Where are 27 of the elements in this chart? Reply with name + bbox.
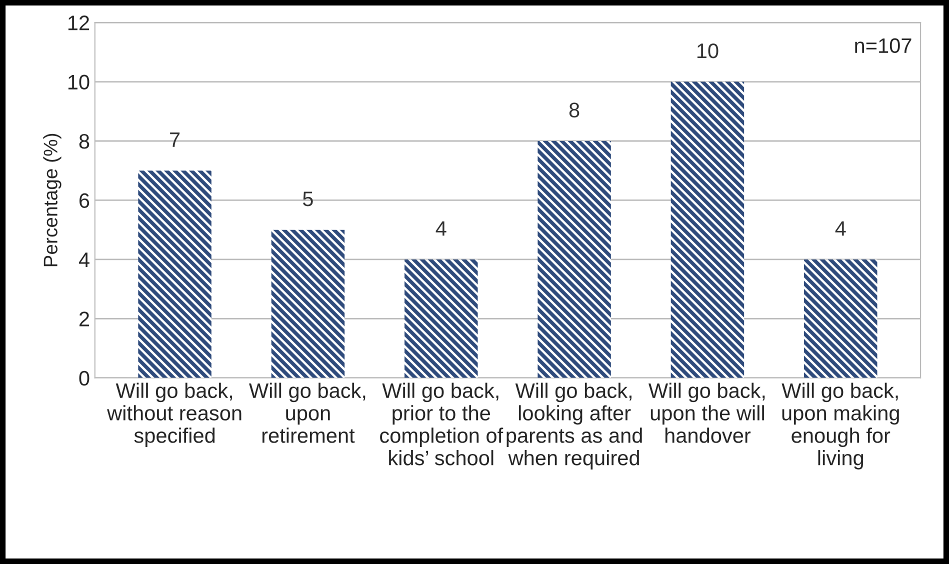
- y-tick-label: 4: [78, 252, 90, 267]
- bar: [138, 170, 212, 378]
- bar: [670, 82, 744, 378]
- bar: [804, 259, 878, 378]
- data-label: 5: [303, 192, 313, 206]
- y-tick-label: 10: [68, 74, 90, 90]
- x-tick-label: Will go back, upon retirement: [249, 382, 366, 443]
- x-tick-label: Will go back, prior to the completion of kids’ school: [380, 382, 504, 466]
- x-tick-label: Will go back, looking after parents as and when required: [506, 382, 642, 470]
- bar: [538, 141, 611, 378]
- y-axis-title: Percentage (%): [43, 134, 62, 266]
- bar: [404, 259, 478, 378]
- data-label: 7: [170, 132, 180, 147]
- annotation: n=107: [855, 38, 912, 54]
- data-label: 8: [569, 102, 580, 118]
- x-tick-label: Will go back, without reason specified: [107, 382, 242, 448]
- y-tick-label: 12: [68, 16, 89, 30]
- data-label: 4: [835, 221, 846, 236]
- bar: [271, 230, 345, 378]
- y-tick-label: 6: [80, 193, 90, 208]
- y-tick-label: 2: [80, 312, 89, 326]
- data-label: 10: [697, 43, 718, 58]
- x-tick-label: Will go back, upon making enough for living: [782, 382, 899, 470]
- y-tick-label: 8: [79, 134, 90, 149]
- data-label: 4: [436, 221, 446, 236]
- y-tick-label: 0: [79, 370, 90, 386]
- x-tick-label: Will go back, upon the will handover: [648, 382, 765, 443]
